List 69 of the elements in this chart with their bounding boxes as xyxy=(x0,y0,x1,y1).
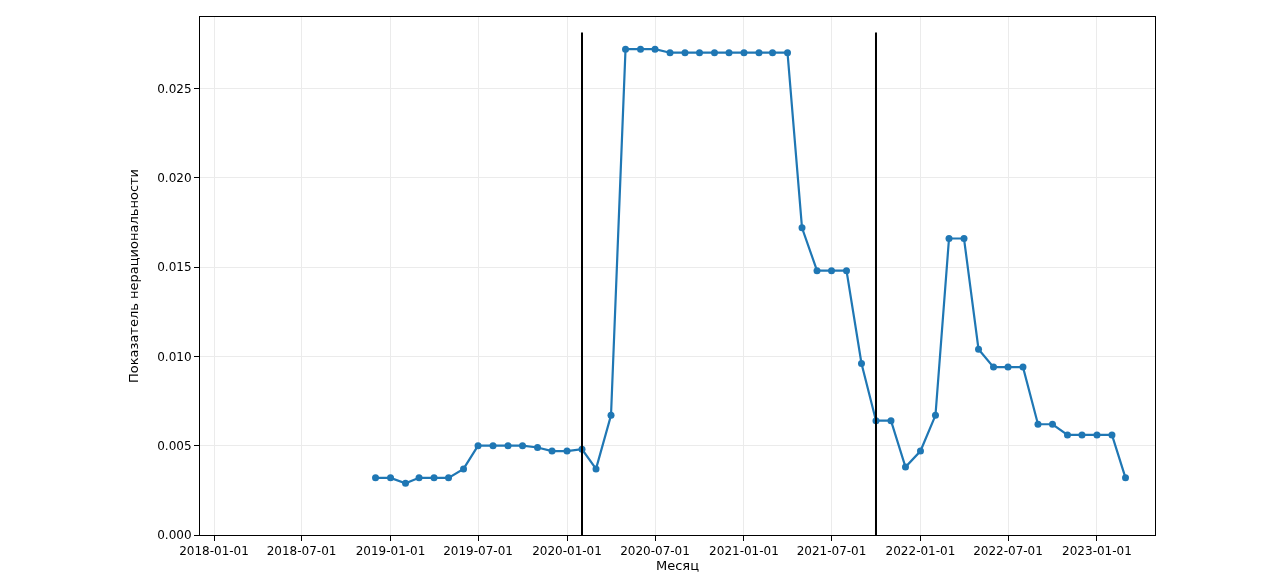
point xyxy=(445,474,453,482)
point xyxy=(666,49,674,57)
point xyxy=(828,267,836,275)
point xyxy=(843,267,850,275)
point xyxy=(960,234,968,242)
point xyxy=(622,45,630,53)
x-tick-label: 2019-01-01 xyxy=(355,544,426,559)
point xyxy=(1122,474,1129,482)
y-axis-title: Показатель нерациональности xyxy=(126,168,142,384)
x-tick-label: 2021-07-01 xyxy=(796,544,867,559)
point xyxy=(548,447,556,455)
x-axis-title: Месяц xyxy=(655,558,700,574)
point xyxy=(489,442,497,450)
point xyxy=(990,363,997,371)
point xyxy=(637,45,645,53)
point xyxy=(519,442,527,450)
point xyxy=(460,465,468,473)
point xyxy=(1019,363,1027,371)
point xyxy=(916,447,924,455)
x-tick-label: 2018-07-01 xyxy=(266,544,337,559)
point xyxy=(755,49,763,57)
point xyxy=(769,49,777,57)
point xyxy=(430,474,438,482)
point xyxy=(696,49,703,57)
x-tick-label: 2020-01-01 xyxy=(532,544,602,559)
x-tick-label: 2019-07-01 xyxy=(443,544,513,559)
point xyxy=(402,479,410,487)
point xyxy=(1078,431,1086,439)
point xyxy=(901,463,909,471)
point xyxy=(710,49,718,57)
y-tick-label: 0.025 xyxy=(157,81,192,96)
point xyxy=(372,474,380,482)
point xyxy=(784,49,792,57)
point xyxy=(725,49,733,57)
point xyxy=(681,49,689,57)
point xyxy=(651,45,659,53)
point xyxy=(857,360,865,368)
x-tick-label: 2022-01-01 xyxy=(885,544,956,559)
x-tick-label: 2018-01-01 xyxy=(179,544,249,559)
y-tick-label: 0.015 xyxy=(157,260,192,275)
point xyxy=(1004,363,1012,371)
point xyxy=(1108,431,1116,439)
point xyxy=(415,474,423,482)
point xyxy=(1034,420,1042,428)
point xyxy=(592,465,600,473)
point xyxy=(563,447,571,455)
point xyxy=(474,442,482,450)
point xyxy=(945,234,953,242)
point xyxy=(887,417,895,425)
point xyxy=(534,443,542,451)
point xyxy=(931,411,939,419)
point xyxy=(387,474,395,482)
point xyxy=(975,345,983,353)
point xyxy=(798,224,806,232)
y-tick-label: 0.010 xyxy=(157,349,192,364)
point xyxy=(1063,431,1071,439)
y-tick-label: 0.000 xyxy=(157,528,192,543)
y-tick-label: 0.020 xyxy=(157,170,192,185)
point xyxy=(1048,420,1056,428)
point xyxy=(504,442,512,450)
point xyxy=(813,267,821,275)
x-tick-label: 2020-07-01 xyxy=(620,544,690,559)
x-tick-label: 2022-07-01 xyxy=(973,544,1043,559)
y-tick-label: 0.005 xyxy=(157,438,192,453)
x-tick-label: 2023-01-01 xyxy=(1062,544,1132,559)
x-tick-label: 2021-01-01 xyxy=(709,544,779,559)
point xyxy=(607,411,615,419)
point xyxy=(1093,431,1101,439)
point xyxy=(740,49,748,57)
